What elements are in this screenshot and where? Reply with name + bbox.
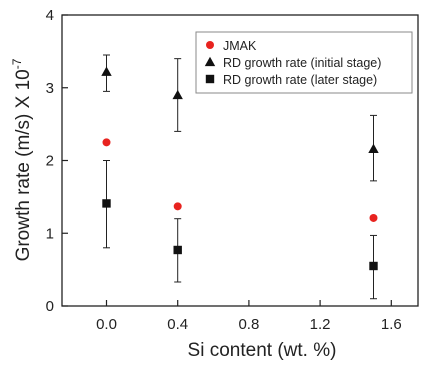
data-point-triangle — [101, 66, 112, 76]
ticks: 0.0 0.4 0.8 1.2 1.6 0 1 2 3 4 — [46, 7, 402, 333]
legend-marker-triangle — [204, 56, 216, 67]
y-axis-title-text: Growth rate (m/s) X 10 — [13, 69, 34, 261]
legend-marker-circle — [206, 41, 214, 49]
y-axis-title-exponent: -7 — [10, 58, 24, 69]
data-point-circle — [102, 138, 111, 147]
data-point-square — [102, 199, 111, 208]
legend-marker-square — [205, 74, 215, 84]
y-tick-label: 3 — [46, 80, 54, 97]
legend-label: JMAK — [223, 39, 257, 53]
legend-box — [195, 31, 413, 94]
x-tick-label: 1.6 — [381, 316, 402, 333]
x-tick-label: 0.0 — [96, 316, 117, 333]
y-tick-label: 0 — [46, 298, 54, 315]
data-point-square — [369, 261, 378, 271]
y-tick-label: 2 — [46, 153, 54, 170]
x-tick-label: 1.2 — [310, 316, 331, 333]
data-point-triangle — [368, 143, 379, 154]
data-point-circle — [173, 202, 182, 211]
data-point-square — [173, 245, 182, 255]
data-markers — [101, 66, 379, 271]
legend-label: RD growth rate (initial stage) — [223, 56, 381, 70]
legend: JMAK RD growth rate (initial stage) RD gro… — [195, 31, 413, 94]
data-point-triangle — [172, 89, 183, 100]
x-tick-label: 0.8 — [238, 316, 259, 333]
data-point-circle — [369, 213, 378, 222]
y-tick-label: 1 — [46, 225, 54, 242]
x-tick-label: 0.4 — [167, 316, 188, 333]
y-axis-title: Growth rate (m/s) X 10-7 — [10, 58, 34, 261]
x-axis-title: Si content (wt. %) — [188, 340, 337, 361]
y-tick-label: 4 — [46, 7, 54, 24]
legend-label: RD growth rate (later stage) — [223, 73, 377, 87]
